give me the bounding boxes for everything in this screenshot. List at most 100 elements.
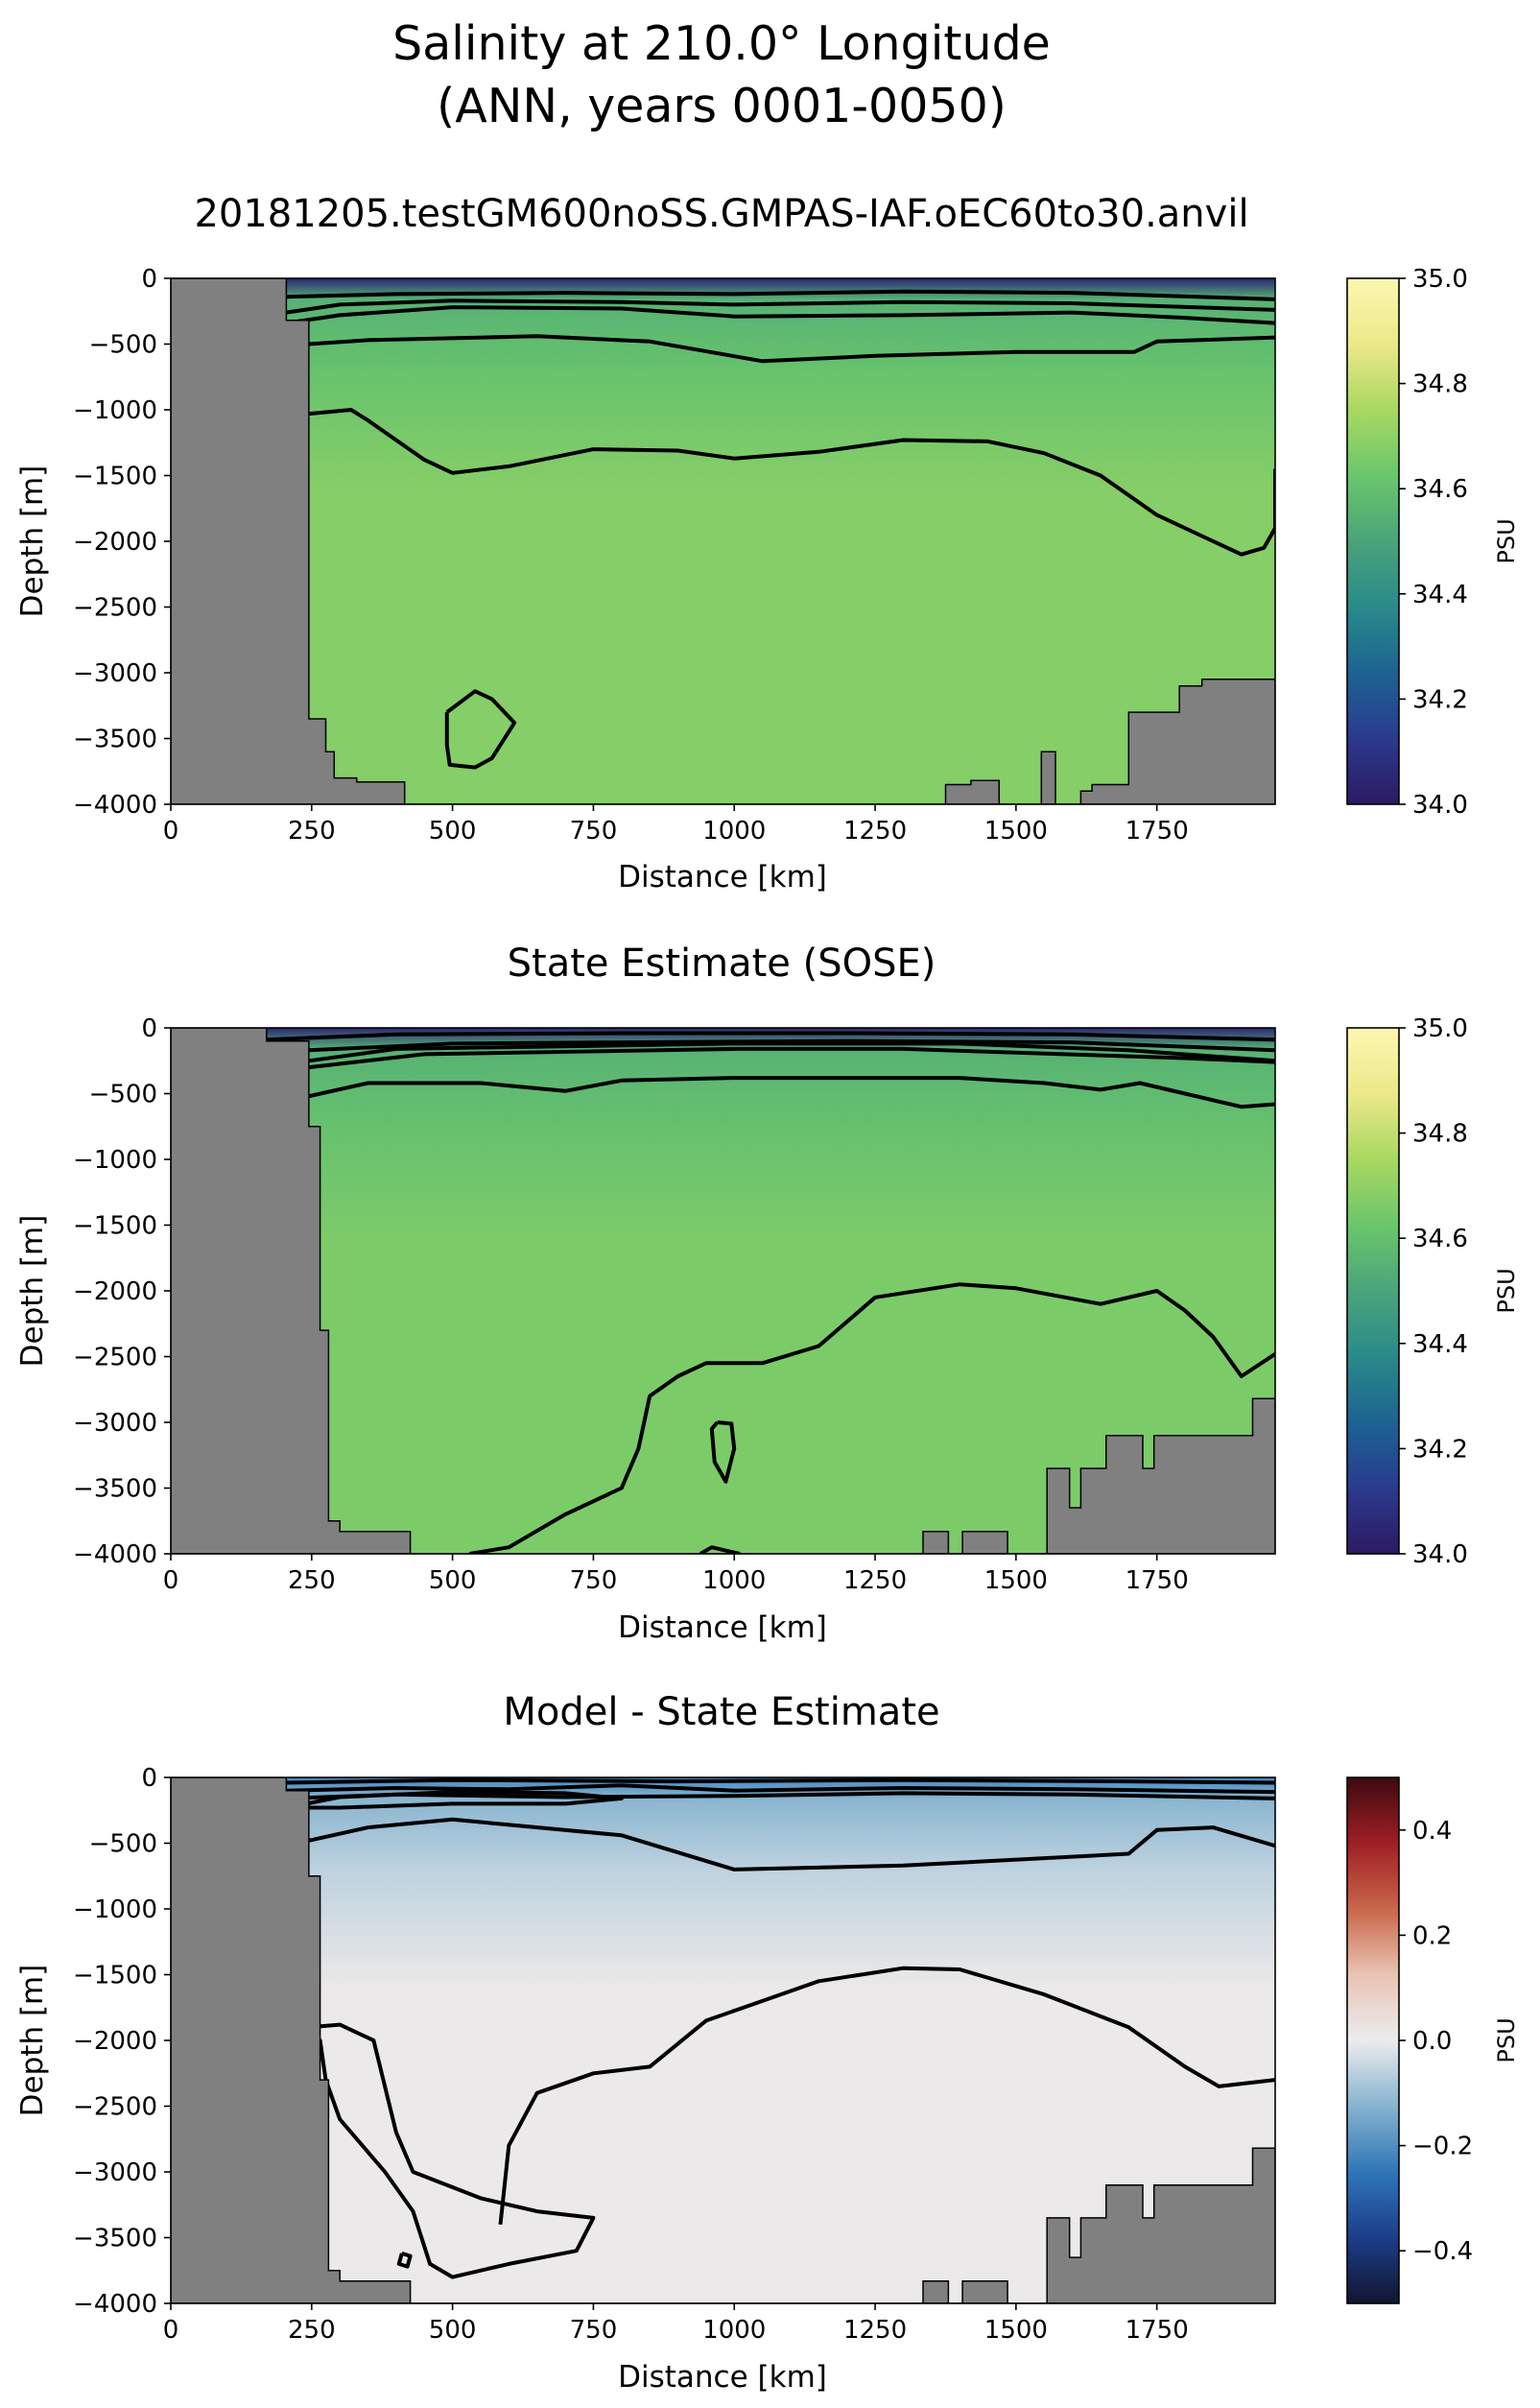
- y-tick-label: −3500: [73, 2225, 157, 2253]
- x-axis-label: Distance [km]: [618, 860, 827, 894]
- colorbar-tick-label: 0.2: [1412, 1921, 1452, 1950]
- y-tick-label: −1500: [73, 1212, 157, 1241]
- colorbar: −0.4 −0.2 0.0 0.2 0.4: [1346, 1776, 1473, 2304]
- y-tick-label: −1500: [73, 1962, 157, 1991]
- contour-line: [286, 1790, 624, 1810]
- colorbar-tick-label: 35.0: [1412, 1014, 1468, 1043]
- panel-difference: Model - State Estimate 0 250 500 750 1000 125…: [15, 1690, 1520, 2395]
- y-axis-label: Depth [m]: [15, 1215, 50, 1368]
- figure-title-line1: Salinity at 210.0° Longitude: [392, 16, 1051, 71]
- x-tick-label: 750: [570, 817, 618, 846]
- colorbar-gradient: [1346, 277, 1400, 805]
- colorbar-tick-label: 34.8: [1412, 370, 1468, 399]
- figure-title-line2: (ANN, years 0001-0050): [437, 79, 1007, 133]
- colorbar-tick-label: 35.0: [1412, 265, 1468, 294]
- contour-line: [308, 1041, 1275, 1063]
- y-tick-label: −3500: [73, 1475, 157, 1504]
- x-tick-label: 1500: [984, 817, 1048, 846]
- x-tick-label: 1750: [1125, 2316, 1189, 2345]
- x-axis-label: Distance [km]: [618, 2360, 827, 2395]
- contour-line: [699, 1545, 741, 1554]
- y-tick-label: −4000: [73, 1540, 157, 1569]
- land-mask: [171, 1777, 1275, 2303]
- y-tick-label: −2000: [73, 2027, 157, 2056]
- x-tick-label: 1750: [1125, 1566, 1189, 1595]
- y-tick-label: −3500: [73, 726, 157, 754]
- x-tick-label: 500: [429, 2316, 477, 2345]
- y-tick-label: −2000: [73, 528, 157, 557]
- contour-line: [444, 689, 517, 770]
- colorbar-tick-label: 34.0: [1412, 791, 1468, 820]
- land-mask: [171, 1028, 1275, 1554]
- contour-line: [396, 2251, 413, 2269]
- colorbar-tick-label: 34.2: [1412, 1435, 1468, 1464]
- colorbar: 34.0 34.2 34.4 34.6 34.8 35.0: [1346, 265, 1468, 820]
- plot-area: 0 250 500 750 1000 1250 1500 1750 0 −500 −1000 −150…: [73, 1764, 1276, 2345]
- contour-line: [286, 289, 1275, 301]
- contour-line: [308, 334, 1275, 364]
- x-tick-label: 1250: [843, 817, 907, 846]
- x-axis-label: Distance [km]: [618, 1610, 827, 1645]
- contour-line: [308, 1076, 1275, 1109]
- y-tick-label: −2500: [73, 2093, 157, 2122]
- contour-line: [286, 298, 1275, 315]
- y-tick-label: −3000: [73, 659, 157, 688]
- y-tick-label: −1500: [73, 463, 157, 491]
- x-tick-label: 0: [163, 817, 179, 846]
- x-tick-label: 250: [288, 817, 336, 846]
- x-tick-label: 250: [288, 1566, 336, 1595]
- colorbar-tick-label: 34.6: [1412, 475, 1468, 504]
- y-tick-label: −4000: [73, 791, 157, 820]
- x-tick-label: 1500: [984, 1566, 1048, 1595]
- contour-line: [709, 1420, 737, 1484]
- colorbar-tick-label: 34.4: [1412, 1330, 1468, 1359]
- colorbar-tick-label: 34.4: [1412, 581, 1468, 609]
- salinity-field: [171, 278, 1275, 804]
- panel-state-estimate: State Estimate (SOSE) 0 250 500 750 1000 1250…: [15, 942, 1520, 1645]
- y-axis-label: Depth [m]: [15, 1965, 50, 2117]
- contour-line: [307, 2022, 596, 2279]
- y-tick-label: −1000: [73, 1146, 157, 1175]
- contour-line: [286, 1783, 1275, 1795]
- colorbar-tick-label: −0.4: [1412, 2237, 1473, 2266]
- x-tick-label: 250: [288, 2316, 336, 2345]
- colorbar: 34.0 34.2 34.4 34.6 34.8 35.0: [1346, 1014, 1468, 1569]
- x-tick-label: 1250: [843, 1566, 907, 1595]
- panel-title: 20181205.testGM600noSS.GMPAS-IAF.oEC60to…: [194, 192, 1248, 236]
- colorbar-tick-label: 34.2: [1412, 685, 1468, 714]
- colorbar-label: PSU: [1493, 518, 1520, 563]
- contour-line: [266, 1031, 1275, 1042]
- y-tick-label: 0: [141, 265, 157, 294]
- x-tick-label: 1000: [702, 817, 766, 846]
- y-tick-label: −3000: [73, 1409, 157, 1438]
- x-tick-label: 1250: [843, 2316, 907, 2345]
- contour-line: [286, 1777, 1275, 1785]
- contour-line: [498, 1966, 1275, 2226]
- colorbar-label: PSU: [1493, 2017, 1520, 2062]
- x-tick-label: 750: [570, 1566, 618, 1595]
- y-tick-label: −2500: [73, 1344, 157, 1372]
- x-tick-label: 1750: [1125, 817, 1189, 846]
- colorbar-tick-label: 34.8: [1412, 1120, 1468, 1149]
- colorbar-tick-label: 34.0: [1412, 1540, 1468, 1569]
- colorbar-label: PSU: [1493, 1268, 1520, 1313]
- contour-line: [308, 408, 1275, 557]
- contour-line: [308, 1038, 1275, 1053]
- panel-title: Model - State Estimate: [503, 1690, 939, 1734]
- x-tick-label: 500: [429, 817, 477, 846]
- colorbar-tick-label: 34.6: [1412, 1225, 1468, 1253]
- y-tick-label: −500: [89, 1830, 157, 1859]
- y-tick-label: −3000: [73, 2158, 157, 2187]
- colorbar-tick-label: 0.0: [1412, 2027, 1452, 2056]
- colorbar-tick-label: −0.2: [1412, 2133, 1473, 2161]
- x-tick-label: 0: [163, 1566, 179, 1595]
- contour-line: [308, 1817, 1275, 1872]
- land-mask: [171, 278, 1275, 804]
- y-tick-label: 0: [141, 1764, 157, 1793]
- y-tick-label: −1000: [73, 396, 157, 425]
- y-tick-label: 0: [141, 1014, 157, 1043]
- y-tick-label: −500: [89, 1081, 157, 1109]
- y-tick-label: −4000: [73, 2290, 157, 2319]
- panel-model: 20181205.testGM600noSS.GMPAS-IAF.oEC60to…: [15, 192, 1520, 894]
- x-tick-label: 1000: [702, 2316, 766, 2345]
